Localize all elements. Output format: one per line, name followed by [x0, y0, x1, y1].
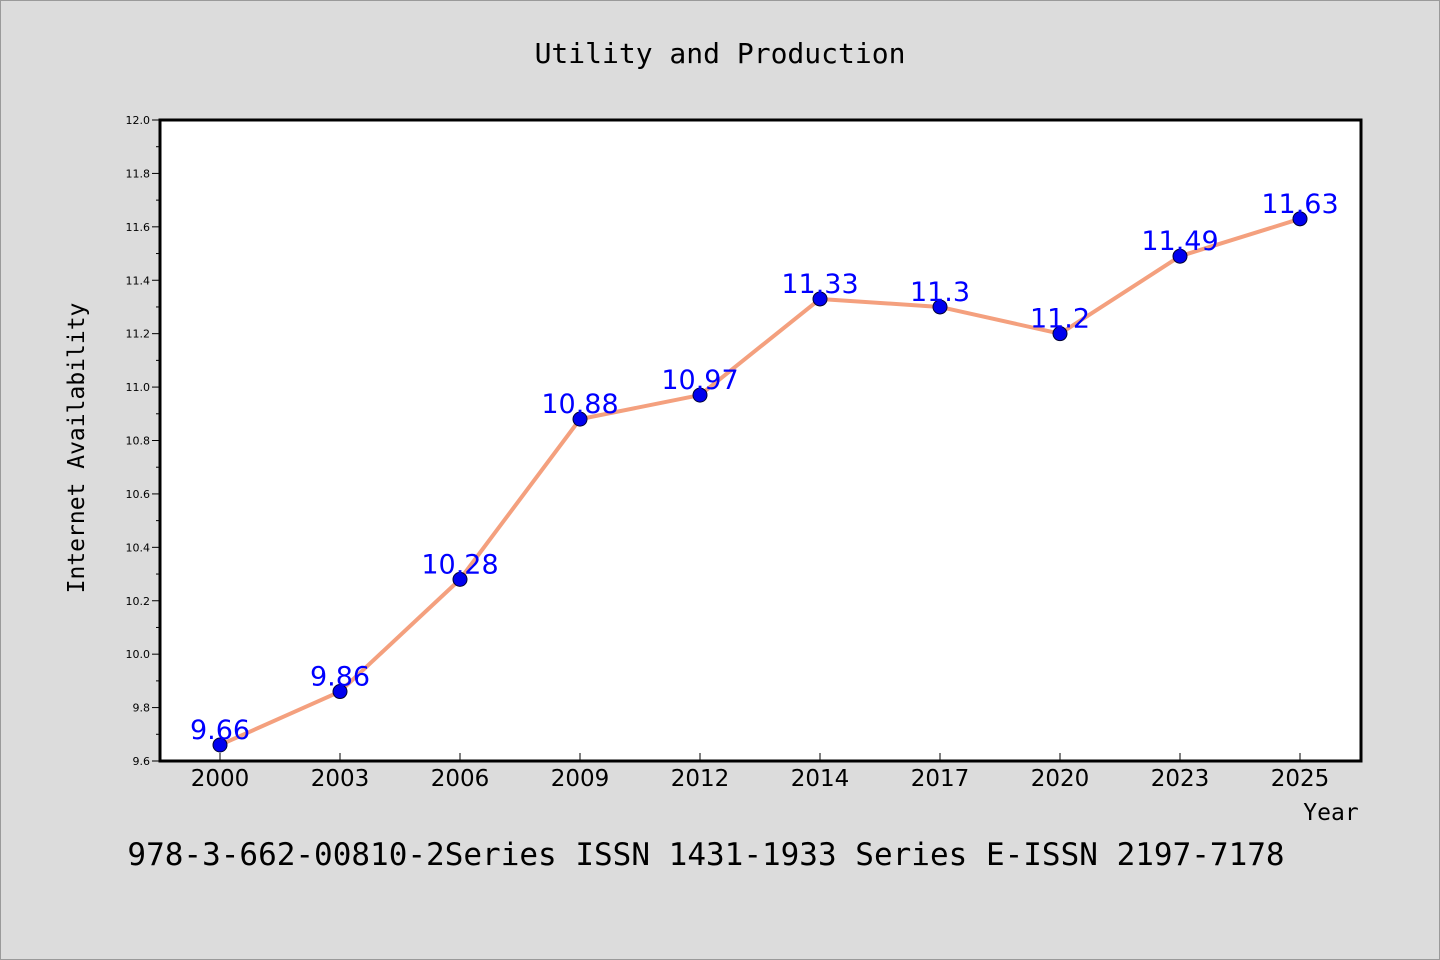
y-tick-label: 10.6	[126, 488, 151, 501]
series-line	[218, 216, 1302, 747]
data-label: 11.49	[1141, 226, 1218, 257]
data-label: 10.88	[541, 389, 618, 420]
plot-area	[158, 118, 1363, 763]
y-tick-label: 11.2	[126, 328, 151, 341]
y-tick-label: 11.6	[126, 221, 151, 234]
data-point	[452, 571, 468, 587]
x-tick-label: 2012	[671, 766, 730, 792]
y-tick-label: 9.6	[133, 755, 151, 768]
series-markers	[212, 211, 1308, 753]
y-axis-ticks: 9.6 9.8 10.0 10.2 10.4 10.6 10.8 11.0 11.2 11.4 11…	[126, 114, 160, 768]
data-point	[212, 737, 228, 753]
x-tick-label: 2014	[791, 766, 850, 792]
data-point	[332, 684, 348, 700]
data-label: 11.63	[1261, 189, 1338, 220]
x-tick-label: 2025	[1271, 766, 1330, 792]
footer-identifier-text: 978-3-662-00810-2Series ISSN 1431-1933 S…	[127, 837, 1284, 873]
y-tick-label: 10.8	[126, 435, 151, 448]
y-axis-label: Internet Availability	[64, 303, 90, 594]
y-tick-label: 11.4	[126, 274, 151, 287]
x-tick-label: 2009	[551, 766, 610, 792]
data-label: 9.66	[190, 715, 250, 746]
data-labels: 9.66 9.86 10.28 10.88 10.97 11.33 11.3 11.2 11.4…	[190, 189, 1339, 746]
y-tick-label: 11.8	[126, 167, 151, 180]
data-label: 11.33	[781, 269, 858, 300]
data-point	[1172, 248, 1188, 264]
data-point	[932, 299, 948, 315]
y-tick-label: 9.8	[133, 702, 151, 715]
x-tick-label: 2017	[911, 766, 970, 792]
data-point	[572, 411, 588, 427]
x-tick-label: 2006	[431, 766, 490, 792]
data-point	[812, 291, 828, 307]
data-label: 10.97	[661, 365, 738, 396]
data-point	[692, 387, 708, 403]
x-tick-label: 2020	[1031, 766, 1090, 792]
x-tick-label: 2003	[311, 766, 370, 792]
x-tick-label: 2023	[1151, 766, 1210, 792]
chart-title: Utility and Production	[535, 37, 906, 70]
x-tick-label: 2000	[191, 766, 250, 792]
y-tick-label: 10.0	[126, 648, 151, 661]
data-label: 9.86	[310, 662, 370, 693]
data-label: 11.2	[1030, 304, 1090, 335]
data-point	[1052, 326, 1068, 342]
series-line-path	[218, 216, 1302, 747]
x-axis-ticks: 2000 2003 2006 2009 2012 2014 2017 2020 2023 2025	[191, 753, 1330, 792]
data-point	[1292, 211, 1308, 227]
y-tick-label: 10.4	[126, 541, 151, 554]
y-tick-label: 11.0	[126, 381, 151, 394]
y-tick-label: 12.0	[126, 114, 151, 127]
x-axis-label: Year	[1303, 800, 1358, 826]
data-label: 10.28	[421, 549, 498, 580]
data-label: 11.3	[910, 277, 970, 308]
y-tick-label: 10.2	[126, 595, 151, 608]
